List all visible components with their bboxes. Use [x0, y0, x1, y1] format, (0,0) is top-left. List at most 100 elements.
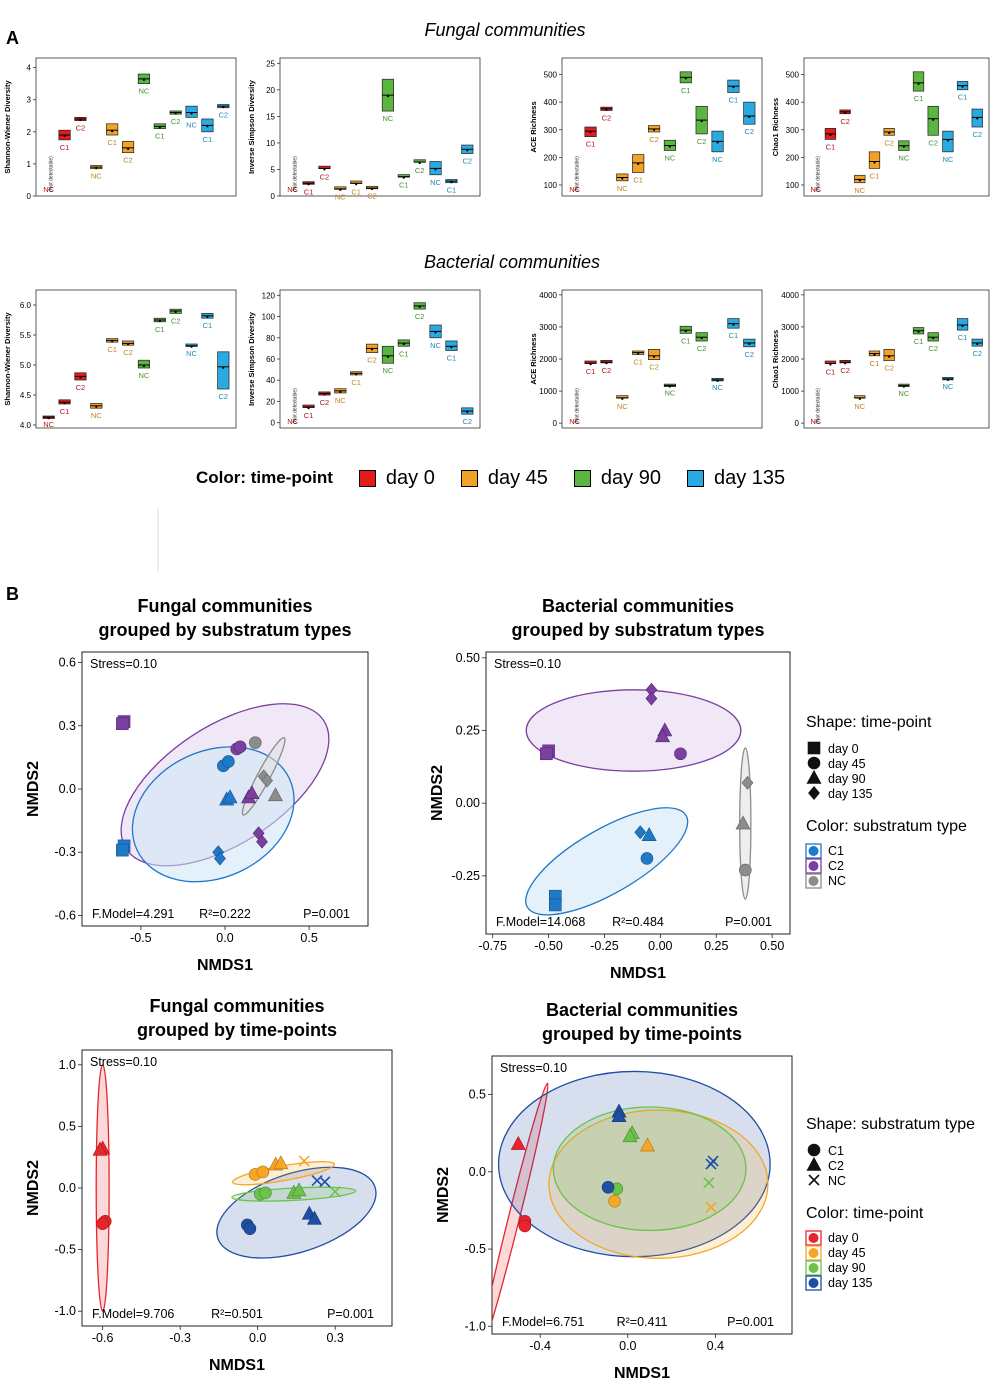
y-tick-label: 80: [266, 334, 275, 343]
box-mean-dot: [829, 133, 832, 136]
box-mean-dot: [450, 346, 453, 349]
legend-shape-label: C1: [828, 1144, 844, 1158]
box-mean-dot: [589, 363, 592, 366]
box-mean-dot: [652, 355, 656, 358]
box-mean-dot: [386, 355, 390, 358]
box-label: C2: [928, 138, 938, 147]
plot-area: [116, 703, 330, 883]
box-mean-dot: [95, 405, 98, 408]
box-mean-dot: [323, 168, 326, 171]
x-tick-label: -0.5: [130, 931, 152, 945]
box-label: C2: [463, 157, 473, 166]
box-label: NC: [617, 402, 628, 411]
box-label: C2: [171, 316, 181, 325]
box-mean-dot: [716, 141, 719, 144]
point-circle: [674, 747, 687, 761]
box-label: C1: [203, 135, 213, 144]
box-mean-dot: [932, 118, 935, 121]
point-square: [807, 741, 821, 755]
point-triangle: [306, 1210, 323, 1225]
box-label: C1: [304, 187, 314, 196]
box-label: C2: [320, 398, 330, 407]
box-mean-dot: [190, 112, 193, 115]
box-label: NC: [43, 420, 54, 429]
box-label: NC: [854, 186, 865, 195]
box-mean-dot: [668, 145, 672, 148]
box-label: C1: [586, 367, 596, 376]
box-label: C2: [219, 111, 229, 120]
p-annotation: P=0.001: [725, 915, 772, 929]
y-tick-label: 1.0: [59, 1058, 76, 1072]
box-label: NC: [712, 383, 723, 392]
y-tick-label: 0.0: [59, 1181, 76, 1195]
point-circle: [259, 1186, 272, 1200]
box-label: NC: [287, 417, 298, 426]
legend-shape-label: C2: [828, 1159, 844, 1173]
box-label: C2: [602, 366, 612, 375]
box-label: NC: [335, 396, 346, 405]
y-tick-label: -1.0: [54, 1304, 76, 1318]
y-axis-label: Shannon-Wiener Diversity: [3, 80, 12, 174]
box-mean-dot: [370, 348, 374, 351]
y-axis-label: NMDS2: [25, 761, 42, 817]
boxplot-bact_simpson: 0 20 40 60 80 100 120 Inverse Simpson Diversity…: [247, 289, 481, 429]
y-tick-label: 500: [786, 71, 800, 80]
box-mean-dot: [700, 337, 703, 340]
y-tick-label: -0.3: [54, 845, 76, 859]
box-label: C1: [681, 86, 691, 95]
plot-area: [492, 1070, 771, 1334]
box-mean-dot: [716, 379, 719, 382]
y-tick-label: 120: [262, 291, 276, 300]
y-tick-label: 100: [262, 313, 276, 322]
x-axis-label: NMDS1: [197, 957, 253, 974]
point-square: [540, 747, 553, 761]
x-tick-label: 0.0: [216, 931, 233, 945]
box-mean-dot: [79, 118, 82, 122]
box-mean-dot: [917, 330, 920, 333]
box-mean-dot: [605, 362, 608, 365]
y-tick-label: 1000: [781, 387, 799, 396]
y-tick-label: 2000: [781, 355, 799, 364]
box-label: NC: [383, 366, 394, 375]
legend-shape-label: day 90: [828, 772, 866, 786]
box-mean-dot: [190, 345, 193, 348]
y-axis-label: NMDS2: [429, 765, 446, 821]
x-tick-label: 0.0: [249, 1331, 266, 1345]
r2-annotation: R²=0.484: [612, 915, 664, 929]
plot-area: [92, 1064, 377, 1312]
point-square: [116, 717, 129, 730]
box-label: C1: [586, 140, 596, 149]
box-label: C2: [928, 344, 938, 353]
point-circle: [807, 1143, 821, 1157]
box-label: NC: [617, 184, 628, 193]
y-tick-label: 0: [27, 192, 32, 201]
y-tick-label: 20: [266, 397, 275, 406]
box-label: NC: [335, 193, 346, 202]
box-label: NC: [43, 185, 54, 194]
plot-frame: [803, 57, 990, 197]
box-mean-dot: [95, 167, 98, 170]
box-mean-dot: [844, 362, 847, 365]
box-mean-dot: [307, 406, 310, 410]
point-triangle: [267, 787, 283, 802]
box-mean-dot: [976, 342, 979, 346]
legend-shape-label: NC: [828, 1174, 846, 1188]
y-tick-label: 0.5: [469, 1088, 486, 1102]
legend-shape-title: Shape: substratum type: [806, 1116, 975, 1133]
box-mean-dot: [126, 343, 130, 346]
y-tick-label: 3000: [781, 323, 799, 332]
x-tick-label: -0.25: [590, 939, 619, 953]
box: [121, 141, 135, 154]
point-cross: [705, 1201, 717, 1213]
legend-shape-label: day 135: [828, 787, 873, 801]
box-label: C2: [649, 135, 659, 144]
box-label: NC: [569, 417, 580, 426]
y-axis-label: ACE Richness: [529, 101, 538, 152]
box-mean-dot: [621, 177, 624, 180]
box-mean-dot: [946, 378, 949, 381]
x-tick-label: 0.00: [648, 939, 672, 953]
legend-item-day135: day 135: [686, 467, 785, 490]
chart-title: Bacterial communities: [546, 1000, 738, 1020]
